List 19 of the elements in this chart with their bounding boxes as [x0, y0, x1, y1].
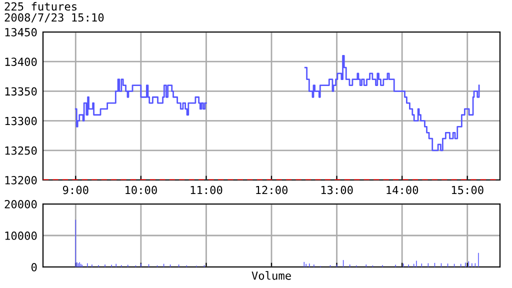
y-tick-label: 13250	[5, 146, 37, 155]
x-tick-label: 13:00	[321, 186, 353, 194]
x-tick-label: 15:00	[452, 186, 484, 194]
y-tick-label: 13300	[5, 116, 37, 126]
y-tick-label: 13350	[5, 87, 37, 96]
x-tick-label: 12:00	[256, 186, 288, 194]
y-tick-label: 13200	[5, 176, 37, 184]
x-tick-label: 10:00	[126, 186, 157, 194]
x-tick-label: 11:00	[190, 186, 222, 194]
chart-title: 225 futures	[4, 2, 76, 11]
y-tick-label: 13450	[5, 28, 37, 36]
y-tick-label: 20000	[4, 200, 37, 208]
x-tick-label: 14:00	[386, 186, 418, 194]
x-axis-title: Volume	[252, 271, 291, 280]
y-tick-label: 0	[31, 263, 37, 272]
y-tick-label: 10000	[5, 232, 37, 240]
chart-subtitle: 2008/7/23 15:10	[4, 13, 104, 23]
y-tick-label: 13400	[5, 58, 37, 66]
x-tick-label: 9:00	[62, 186, 88, 194]
